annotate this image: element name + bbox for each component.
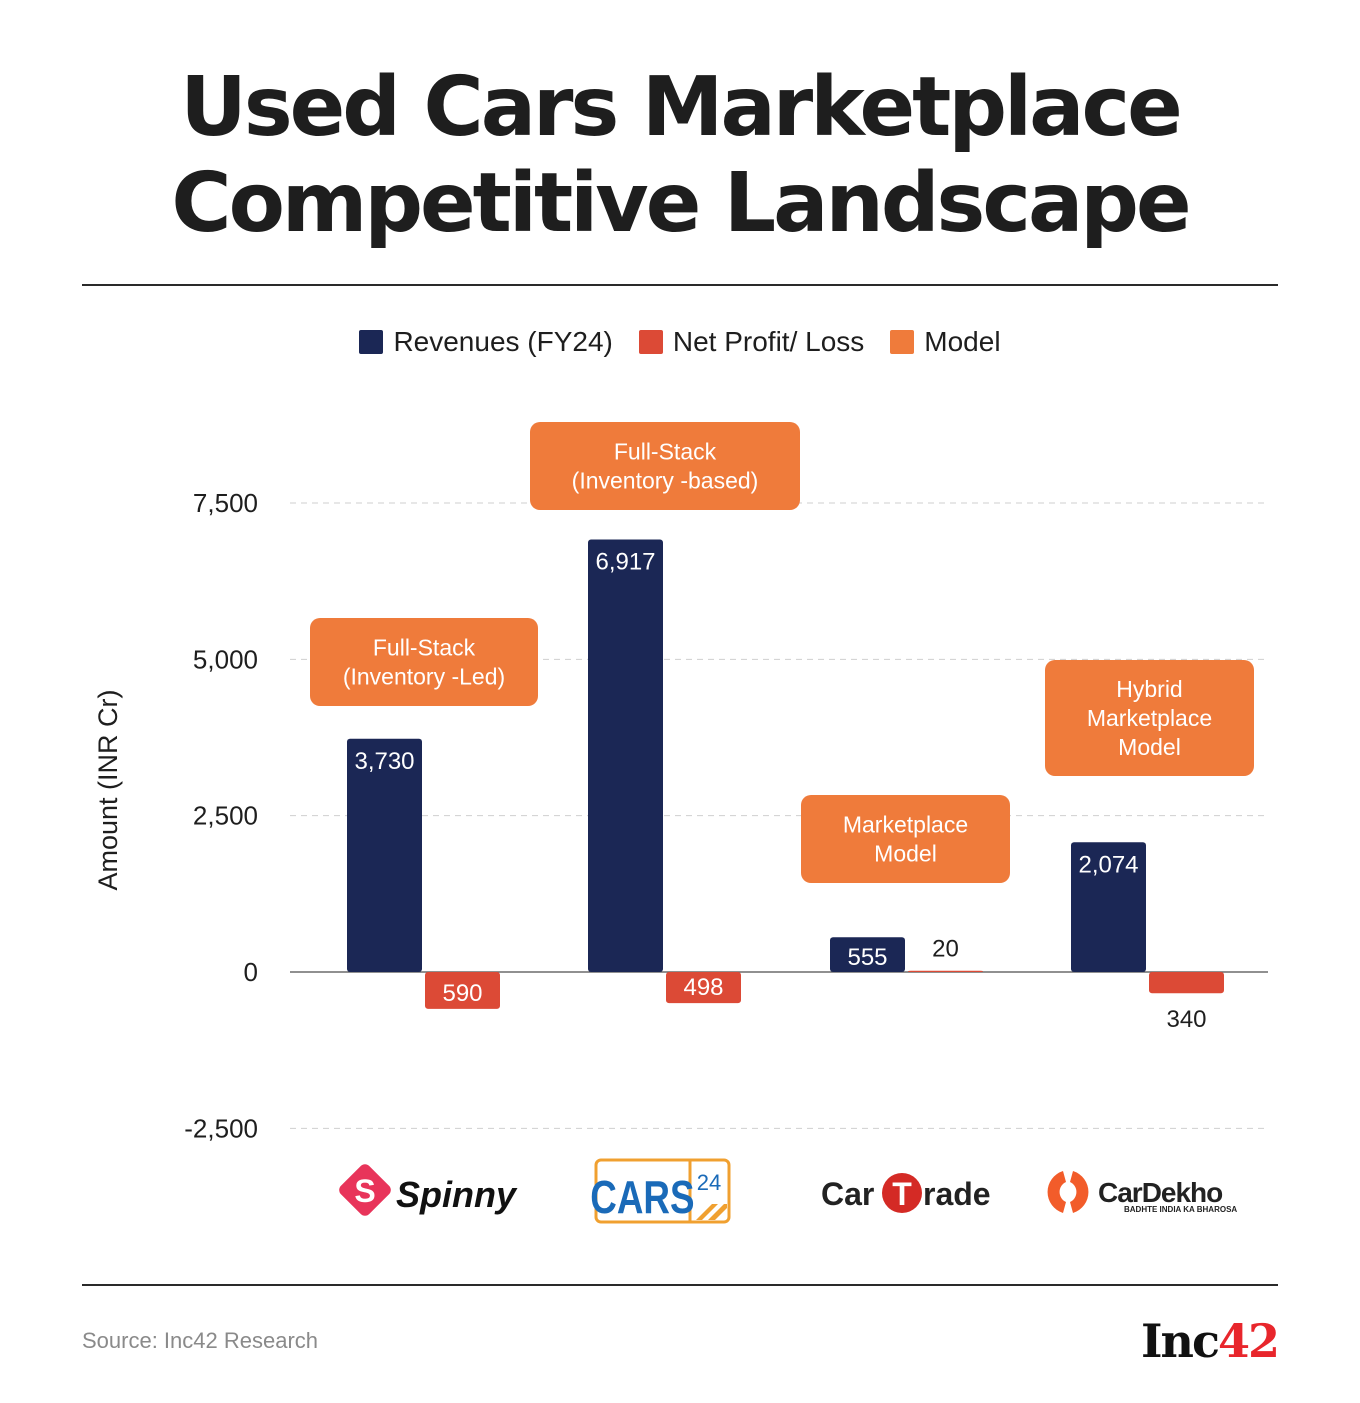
legend-item-profit: Net Profit/ Loss: [638, 326, 865, 358]
spinny-logo: S Spinny: [339, 1164, 518, 1216]
cars24-logo-frame: [594, 1158, 731, 1224]
legend: Revenues (FY24) Net Profit/ Loss Model: [0, 326, 1360, 358]
model-callout-text: Marketplace: [1087, 705, 1212, 731]
chart-title: Used Cars Marketplace Competitive Landsc…: [0, 60, 1360, 252]
model-callout-text: Hybrid: [1116, 676, 1182, 702]
revenue-value-label: 2,074: [1078, 851, 1138, 878]
revenue-bar: [588, 539, 663, 972]
revenue-value-label: 3,730: [354, 748, 414, 775]
revenue-bar: [830, 937, 905, 972]
title-line-2: Competitive Landscape: [171, 156, 1191, 251]
bottom-divider: [82, 1284, 1278, 1286]
cars24-logo-number: 24: [697, 1170, 721, 1195]
cardekho-logo-mark-left: [1047, 1171, 1066, 1213]
cardekho-logo-text: CarDekho: [1098, 1177, 1223, 1208]
top-divider: [82, 284, 1278, 286]
profit-loss-bar: [425, 972, 500, 1009]
profit-loss-value-label: 20: [932, 936, 959, 963]
revenue-bar: [347, 738, 422, 972]
spinny-logo-text: Spinny: [396, 1174, 518, 1215]
model-callout-text: (Inventory -based): [572, 468, 759, 494]
profit-loss-bar: [666, 972, 741, 1004]
title-line-1: Used Cars Marketplace: [180, 60, 1182, 155]
model-callout-text: Model: [874, 841, 937, 867]
revenue-value-label: 555: [847, 944, 887, 971]
spinny-logo-mark: [339, 1164, 391, 1216]
cardekho-logo-mark-right: [1070, 1171, 1089, 1213]
model-callout: [530, 422, 800, 510]
y-axis-label: Amount (INR Cr): [93, 689, 123, 890]
y-tick-label: 0: [244, 957, 258, 987]
cars24-logo: CARS 24: [590, 1158, 731, 1224]
bar-chart: Amount (INR Cr) 7,500 5,000 2,500 0 -2,500 3…: [93, 422, 1268, 1224]
y-tick-label: 2,500: [193, 801, 258, 831]
profit-loss-value-label: 498: [683, 974, 723, 1001]
model-callout-text: (Inventory -Led): [343, 664, 505, 690]
legend-swatch-revenue: [359, 330, 384, 354]
cartrade-logo-t-icon: T: [892, 1176, 912, 1212]
model-callout-text: Model: [1118, 734, 1181, 760]
legend-item-revenue: Revenues (FY24): [359, 326, 613, 358]
model-callout-text: Full-Stack: [614, 439, 717, 465]
cardekho-logo: CarDekho BADHTE INDIA KA BHAROSA: [1047, 1171, 1237, 1214]
y-tick-label: -2,500: [184, 1113, 258, 1143]
profit-loss-value-label: 590: [442, 980, 482, 1007]
spinny-logo-s-icon: S: [354, 1173, 375, 1209]
model-callout: [1045, 660, 1254, 776]
cartrade-logo-rade: rade: [923, 1176, 991, 1212]
legend-swatch-profit: [638, 330, 663, 354]
model-callout-text: Full-Stack: [373, 635, 476, 661]
profit-loss-bar: [1149, 972, 1224, 994]
profit-loss-value-label: 340: [1166, 1006, 1206, 1033]
model-callout: [310, 618, 538, 706]
profit-loss-bar: [908, 970, 983, 972]
legend-label-model: Model: [924, 326, 1001, 357]
cartrade-logo-car: Car: [821, 1176, 874, 1212]
legend-label-revenue: Revenues (FY24): [393, 326, 613, 357]
cartrade-logo: Car T rade: [821, 1173, 991, 1213]
legend-swatch-model: [890, 330, 915, 354]
cars24-logo-text: CARS: [590, 1171, 694, 1223]
cardekho-logo-tagline: BADHTE INDIA KA BHAROSA: [1124, 1205, 1237, 1214]
inc42-logo-text: Inc: [1141, 1314, 1220, 1368]
inc42-logo-number: 42: [1217, 1314, 1280, 1368]
y-tick-label: 7,500: [193, 488, 258, 518]
legend-label-profit: Net Profit/ Loss: [672, 326, 865, 357]
legend-item-model: Model: [890, 326, 1001, 358]
source-note: Source: Inc42 Research: [82, 1328, 319, 1353]
y-tick-label: 5,000: [193, 644, 258, 674]
model-callout: [801, 795, 1010, 883]
inc42-logo: Inc42: [1141, 1314, 1280, 1368]
revenue-value-label: 6,917: [595, 548, 655, 575]
cars24-logo-stripes-icon: [696, 1204, 727, 1220]
cartrade-logo-t-mark: [882, 1173, 922, 1213]
revenue-bar: [1071, 842, 1146, 972]
model-callout-text: Marketplace: [843, 812, 968, 838]
